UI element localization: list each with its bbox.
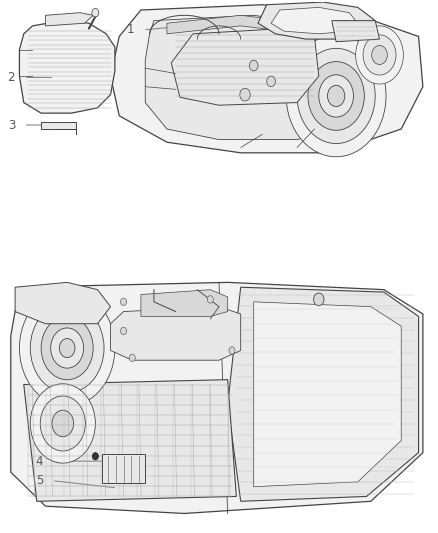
Circle shape bbox=[92, 9, 99, 17]
Polygon shape bbox=[110, 306, 241, 360]
Circle shape bbox=[328, 85, 345, 107]
Circle shape bbox=[51, 328, 84, 368]
Polygon shape bbox=[19, 21, 115, 113]
Polygon shape bbox=[110, 5, 423, 153]
Circle shape bbox=[363, 35, 396, 75]
Circle shape bbox=[297, 49, 375, 143]
Circle shape bbox=[92, 453, 99, 460]
Polygon shape bbox=[254, 302, 401, 487]
Text: 1: 1 bbox=[127, 23, 134, 36]
Polygon shape bbox=[167, 15, 306, 34]
Polygon shape bbox=[332, 21, 379, 42]
Polygon shape bbox=[41, 123, 76, 129]
Circle shape bbox=[41, 316, 93, 380]
Polygon shape bbox=[228, 287, 419, 502]
Circle shape bbox=[129, 354, 135, 361]
Circle shape bbox=[286, 35, 386, 157]
Circle shape bbox=[314, 293, 324, 306]
Polygon shape bbox=[15, 282, 110, 324]
Circle shape bbox=[120, 327, 127, 335]
Circle shape bbox=[267, 76, 276, 87]
Circle shape bbox=[356, 26, 403, 84]
Circle shape bbox=[240, 88, 250, 101]
Circle shape bbox=[52, 410, 74, 437]
Text: 5: 5 bbox=[36, 474, 43, 487]
Polygon shape bbox=[24, 379, 237, 502]
Circle shape bbox=[30, 303, 104, 393]
Circle shape bbox=[249, 60, 258, 71]
Circle shape bbox=[19, 290, 115, 406]
Circle shape bbox=[60, 338, 75, 358]
Polygon shape bbox=[171, 29, 319, 105]
Polygon shape bbox=[145, 15, 384, 140]
Text: 4: 4 bbox=[36, 455, 43, 467]
Circle shape bbox=[30, 384, 95, 463]
Polygon shape bbox=[102, 454, 145, 483]
Circle shape bbox=[120, 298, 127, 305]
Polygon shape bbox=[271, 7, 358, 34]
Circle shape bbox=[40, 396, 85, 451]
Polygon shape bbox=[46, 13, 93, 26]
Text: 2: 2 bbox=[7, 71, 15, 84]
Circle shape bbox=[372, 45, 387, 64]
Polygon shape bbox=[11, 282, 423, 513]
Circle shape bbox=[207, 296, 213, 303]
Circle shape bbox=[319, 75, 353, 117]
Text: 3: 3 bbox=[8, 118, 15, 132]
Polygon shape bbox=[258, 2, 375, 39]
Polygon shape bbox=[141, 289, 228, 317]
Circle shape bbox=[308, 62, 364, 131]
Circle shape bbox=[229, 347, 235, 354]
